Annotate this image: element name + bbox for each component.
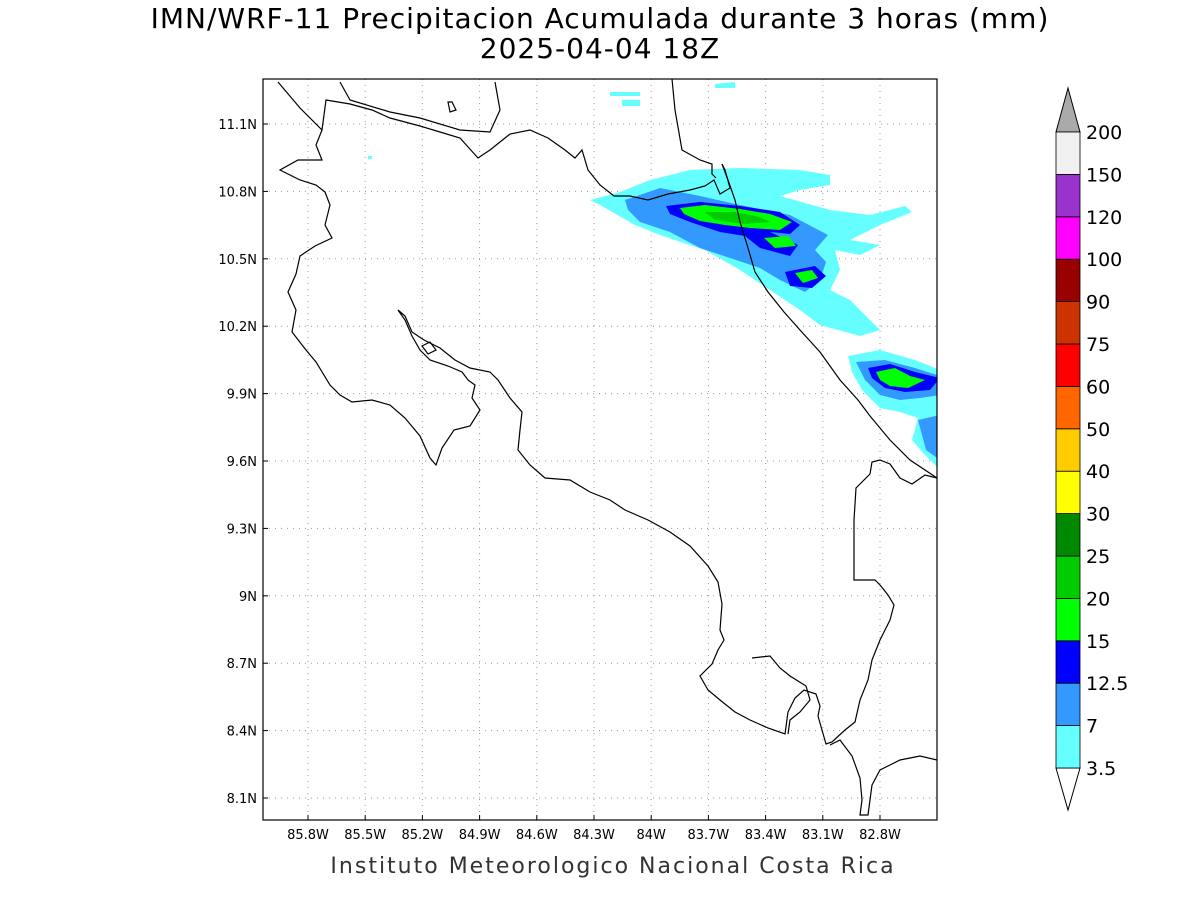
- coastline: [277, 79, 937, 816]
- precip-area-moderate-3: [918, 415, 937, 458]
- colorbar-under-arrow: [1055, 767, 1081, 812]
- lat-tick-label: 8.7N: [227, 657, 257, 672]
- colorbar-swatch: [1055, 640, 1081, 684]
- pacific-coast: [278, 129, 937, 745]
- lon-tick-label: 82.8W: [859, 828, 901, 843]
- lake-shore: [421, 341, 437, 355]
- colorbar-swatch: [1055, 216, 1081, 260]
- precip-cell-intense: [795, 270, 818, 283]
- precip-speck: [610, 92, 640, 96]
- lon-tick-label: 83.1W: [802, 828, 844, 843]
- colorbar-label: 20: [1086, 588, 1110, 610]
- colorbar-swatch: [1055, 301, 1081, 345]
- precip-area-intense-core: [705, 212, 770, 224]
- colorbar-label: 7: [1086, 716, 1098, 738]
- colorbar-label: 30: [1086, 504, 1110, 526]
- colorbar-swatch: [1055, 725, 1081, 769]
- lon-tick-label: 84.9W: [459, 828, 501, 843]
- map-datetime: 2025-04-04 18Z: [479, 32, 721, 65]
- colorbar-swatch: [1055, 428, 1081, 472]
- lat-tick-label: 10.2N: [218, 320, 257, 335]
- precipitation-field: [368, 82, 937, 467]
- colorbar-label: 120: [1086, 207, 1122, 229]
- colorbar: 3.5 7 12.5 15 20 25 30 40 50 60 75 90 100 120 150 200: [1055, 86, 1128, 812]
- lat-tick-label: 9.3N: [227, 522, 257, 537]
- lat-tick-label: 10.5N: [218, 253, 257, 268]
- colorbar-swatch: [1055, 682, 1081, 727]
- lon-tick-label: 83.4W: [745, 828, 787, 843]
- colorbar-label: 15: [1086, 631, 1110, 653]
- precip-cell-intense-2: [764, 236, 796, 248]
- lat-tick-label: 11.1N: [218, 118, 257, 133]
- precip-speck: [622, 100, 640, 106]
- lat-tick-label: 8.1N: [227, 792, 257, 807]
- colorbar-over-arrow: [1055, 86, 1081, 133]
- lon-tick-label: 85.8W: [287, 828, 329, 843]
- colorbar-label: 90: [1086, 292, 1110, 314]
- lon-tick-label: 85.5W: [344, 828, 386, 843]
- lat-tick-label: 9.6N: [227, 455, 257, 470]
- colorbar-swatch: [1055, 598, 1081, 642]
- lon-tick-label: 85.2W: [401, 828, 443, 843]
- lon-tick-label: 84W: [636, 828, 666, 843]
- colorbar-label: 150: [1086, 164, 1122, 186]
- colorbar-label: 40: [1086, 461, 1110, 483]
- lat-tick-label: 9N: [239, 590, 257, 605]
- precip-speck: [715, 82, 735, 88]
- colorbar-swatch: [1055, 173, 1081, 218]
- colorbar-label: 100: [1086, 249, 1122, 271]
- colorbar-swatch: [1055, 470, 1081, 515]
- colorbar-label: 50: [1086, 419, 1110, 441]
- burica-coast: [829, 739, 937, 816]
- colorbar-swatch: [1055, 513, 1081, 557]
- northern-border: [277, 81, 731, 201]
- colorbar-label: 60: [1086, 376, 1110, 398]
- colorbar-swatch: [1055, 258, 1081, 303]
- lon-tick-label: 84.6W: [516, 828, 558, 843]
- colorbar-label: 200: [1086, 122, 1122, 144]
- colorbar-label: 3.5: [1086, 758, 1116, 780]
- map-title: IMN/WRF-11 Precipitacion Acumulada duran…: [150, 2, 1050, 35]
- precip-speck: [368, 156, 372, 159]
- border-river: [671, 79, 717, 179]
- colorbar-label: 25: [1086, 546, 1110, 568]
- island: [447, 101, 457, 113]
- graticule: [263, 79, 937, 820]
- map-axes: 85.8W 85.5W 85.2W 84.9W 84.6W 84.3W 84W 83.7W 83…: [218, 118, 901, 843]
- lat-tick-label: 10.8N: [218, 185, 257, 200]
- lat-tick-label: 8.4N: [227, 725, 257, 740]
- colorbar-swatch: [1055, 555, 1081, 599]
- colorbar-label: 75: [1086, 334, 1110, 356]
- colorbar-swatch: [1055, 343, 1081, 387]
- lon-tick-label: 84.3W: [573, 828, 615, 843]
- colorbar-swatch: [1055, 131, 1081, 175]
- lake-nicaragua-shore: [339, 81, 501, 133]
- lat-tick-label: 9.9N: [227, 388, 257, 403]
- caribbean-coast: [721, 163, 937, 479]
- footer-credit: Instituto Meteorologico Nacional Costa R…: [330, 854, 896, 879]
- map-frame: [262, 78, 938, 821]
- osa-peninsula: [751, 655, 811, 735]
- lon-tick-label: 83.7W: [687, 828, 729, 843]
- precip-area-intense-2: [876, 368, 925, 388]
- colorbar-label: 12.5: [1086, 673, 1128, 695]
- colorbar-swatch: [1055, 385, 1081, 430]
